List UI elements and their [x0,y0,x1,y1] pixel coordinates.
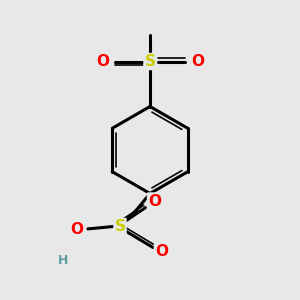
Text: H: H [58,254,68,268]
Text: O: O [155,244,168,260]
Text: S: S [145,54,155,69]
Text: O: O [96,54,109,69]
Text: S: S [115,219,125,234]
Text: O: O [148,194,161,208]
Text: O: O [70,222,84,237]
Text: O: O [191,54,204,69]
